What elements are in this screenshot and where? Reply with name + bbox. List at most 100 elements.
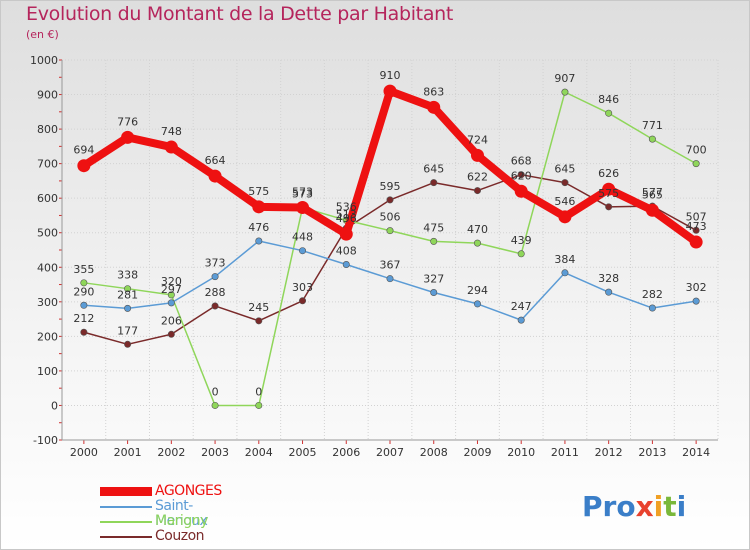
y-tick-label: 600	[37, 192, 58, 205]
data-point	[124, 285, 132, 293]
data-label: 573	[292, 188, 313, 201]
data-label: 476	[248, 221, 269, 234]
x-tick-label: 2008	[420, 446, 448, 459]
data-point	[692, 226, 700, 234]
y-tick-label: -100	[33, 434, 58, 447]
data-point	[124, 304, 132, 312]
data-point	[211, 401, 219, 409]
data-label: 328	[598, 272, 619, 285]
data-label: 700	[686, 144, 707, 157]
data-point	[470, 148, 484, 162]
data-label: 439	[511, 234, 532, 247]
data-point	[164, 140, 178, 154]
y-tick-label: 0	[51, 399, 58, 412]
x-tick-label: 2004	[245, 446, 273, 459]
data-label: 776	[117, 115, 138, 128]
data-point	[473, 300, 481, 308]
data-point	[605, 203, 613, 211]
data-label: 212	[73, 312, 94, 325]
x-tick-label: 2003	[201, 446, 229, 459]
data-label: 577	[642, 186, 663, 199]
data-point	[514, 184, 528, 198]
data-point	[430, 237, 438, 245]
data-label: 338	[117, 269, 138, 282]
data-label: 694	[73, 144, 94, 157]
data-label: 247	[511, 300, 532, 313]
data-label: 473	[686, 220, 707, 233]
series-line-marigny	[83, 91, 697, 407]
x-tick-label: 2002	[157, 446, 185, 459]
x-tick-label: 2009	[463, 446, 491, 459]
data-point	[211, 302, 219, 310]
data-label: 724	[467, 133, 488, 146]
data-label: 863	[423, 85, 444, 98]
data-label: 496	[336, 212, 357, 225]
data-point	[430, 179, 438, 187]
data-label: 536	[336, 200, 357, 213]
data-point	[255, 237, 263, 245]
logo-letter: t	[663, 490, 677, 523]
logo-letter: o	[616, 490, 636, 523]
data-point	[167, 330, 175, 338]
data-point	[386, 196, 394, 204]
data-label: 507	[686, 210, 707, 223]
data-point	[561, 88, 569, 96]
logo-letter: i	[653, 490, 664, 523]
y-tick-label: 300	[37, 296, 58, 309]
data-label: 620	[511, 169, 532, 182]
x-tick-label: 2010	[507, 446, 535, 459]
data-point	[602, 182, 616, 196]
legend-label: Saint-Menoux	[155, 498, 208, 529]
data-label: 664	[205, 154, 226, 167]
y-tick-label: 1000	[30, 54, 58, 67]
x-tick-label: 2006	[332, 446, 360, 459]
data-label: 907	[554, 72, 575, 85]
data-point	[692, 297, 700, 305]
data-point	[689, 235, 703, 249]
data-point	[77, 159, 91, 173]
data-label: 910	[380, 69, 401, 82]
y-tick-label: 700	[37, 158, 58, 171]
legend-swatch	[100, 506, 152, 508]
logo-letter: P	[582, 490, 603, 523]
x-tick-label: 2000	[70, 446, 98, 459]
x-tick-label: 2012	[595, 446, 623, 459]
x-tick-label: 2013	[638, 446, 666, 459]
data-point	[167, 299, 175, 307]
data-label: 668	[511, 155, 532, 168]
y-tick-label: 400	[37, 261, 58, 274]
data-point	[473, 239, 481, 247]
data-point	[386, 227, 394, 235]
data-point	[255, 317, 263, 325]
data-point	[561, 269, 569, 277]
y-tick-label: 900	[37, 89, 58, 102]
data-label: 573	[292, 186, 313, 199]
data-point	[648, 135, 656, 143]
data-point	[208, 169, 222, 183]
data-point	[561, 179, 569, 187]
data-label: 355	[73, 263, 94, 276]
y-tick-label: 500	[37, 227, 58, 240]
data-label: 367	[380, 259, 401, 272]
data-point	[517, 171, 525, 179]
y-tick-label: 100	[37, 365, 58, 378]
data-label: 475	[423, 221, 444, 234]
data-point	[386, 275, 394, 283]
legend-swatch	[100, 536, 152, 538]
legend-swatch	[100, 487, 152, 496]
data-labels: 694 776 748 664 575 573 496 910 863 724 620 546 626 5…	[73, 69, 706, 398]
data-label: 303	[292, 281, 313, 294]
data-label: 748	[161, 125, 182, 138]
data-label: 506	[380, 211, 401, 224]
data-point	[342, 261, 350, 269]
x-tick-label: 2005	[289, 446, 317, 459]
data-point	[605, 288, 613, 296]
data-label: 373	[205, 257, 226, 270]
y-tick-label: 200	[37, 330, 58, 343]
data-point	[80, 279, 88, 287]
data-point	[605, 109, 613, 117]
legend-label: Couzon	[155, 528, 205, 544]
logo-letter: i	[676, 490, 687, 523]
